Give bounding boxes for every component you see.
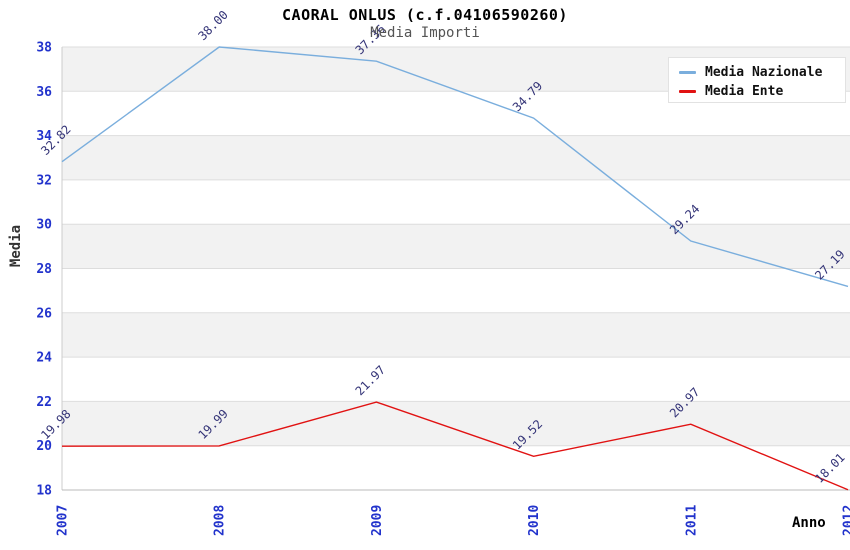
grid-band: [62, 179, 850, 225]
y-tick-label: 28: [36, 262, 52, 277]
y-tick-label: 30: [36, 218, 52, 233]
grid-band: [62, 357, 850, 402]
y-axis-title: Media: [8, 224, 24, 268]
chart-subtitle: Media Importi: [370, 25, 480, 41]
grid-band: [62, 401, 850, 446]
y-tick-label: 20: [36, 439, 52, 454]
legend-label: Media Ente: [705, 84, 784, 99]
y-tick-label: 32: [36, 173, 52, 188]
legend-label: Media Nazionale: [705, 65, 823, 80]
chart-title: CAORAL ONLUS (c.f.04106590260): [282, 6, 568, 24]
x-tick-label: 2012: [842, 505, 850, 536]
line-swatch-icon: [679, 71, 696, 74]
series-line-media-ente: [61, 401, 849, 491]
grid-band: [62, 445, 850, 490]
y-tick-label: 34: [36, 129, 52, 144]
x-tick-label: 2007: [56, 505, 71, 536]
x-tick-label: 2009: [370, 505, 385, 536]
y-tick-label: 36: [36, 85, 52, 100]
y-tick-label: 24: [36, 351, 52, 366]
grid-band: [62, 224, 850, 269]
grid-band: [62, 135, 850, 180]
legend: Media Nazionale Media Ente: [668, 57, 846, 103]
y-tick-label: 22: [36, 395, 52, 410]
x-tick-label: 2008: [213, 505, 228, 536]
x-tick-label: 2011: [684, 505, 699, 536]
y-tick-label: 38: [36, 41, 52, 56]
y-tick-label: 26: [36, 306, 52, 321]
y-tick-label: 18: [36, 484, 52, 499]
x-tick-label: 2010: [527, 505, 542, 536]
line-swatch-icon: [679, 90, 696, 93]
x-axis-title: Anno: [792, 515, 826, 531]
grid-band: [62, 312, 850, 358]
legend-item-media-nazionale: Media Nazionale: [679, 63, 845, 82]
grid-band: [62, 268, 850, 313]
legend-item-media-ente: Media Ente: [679, 82, 845, 101]
series-line-media-nazionale: [61, 46, 849, 288]
